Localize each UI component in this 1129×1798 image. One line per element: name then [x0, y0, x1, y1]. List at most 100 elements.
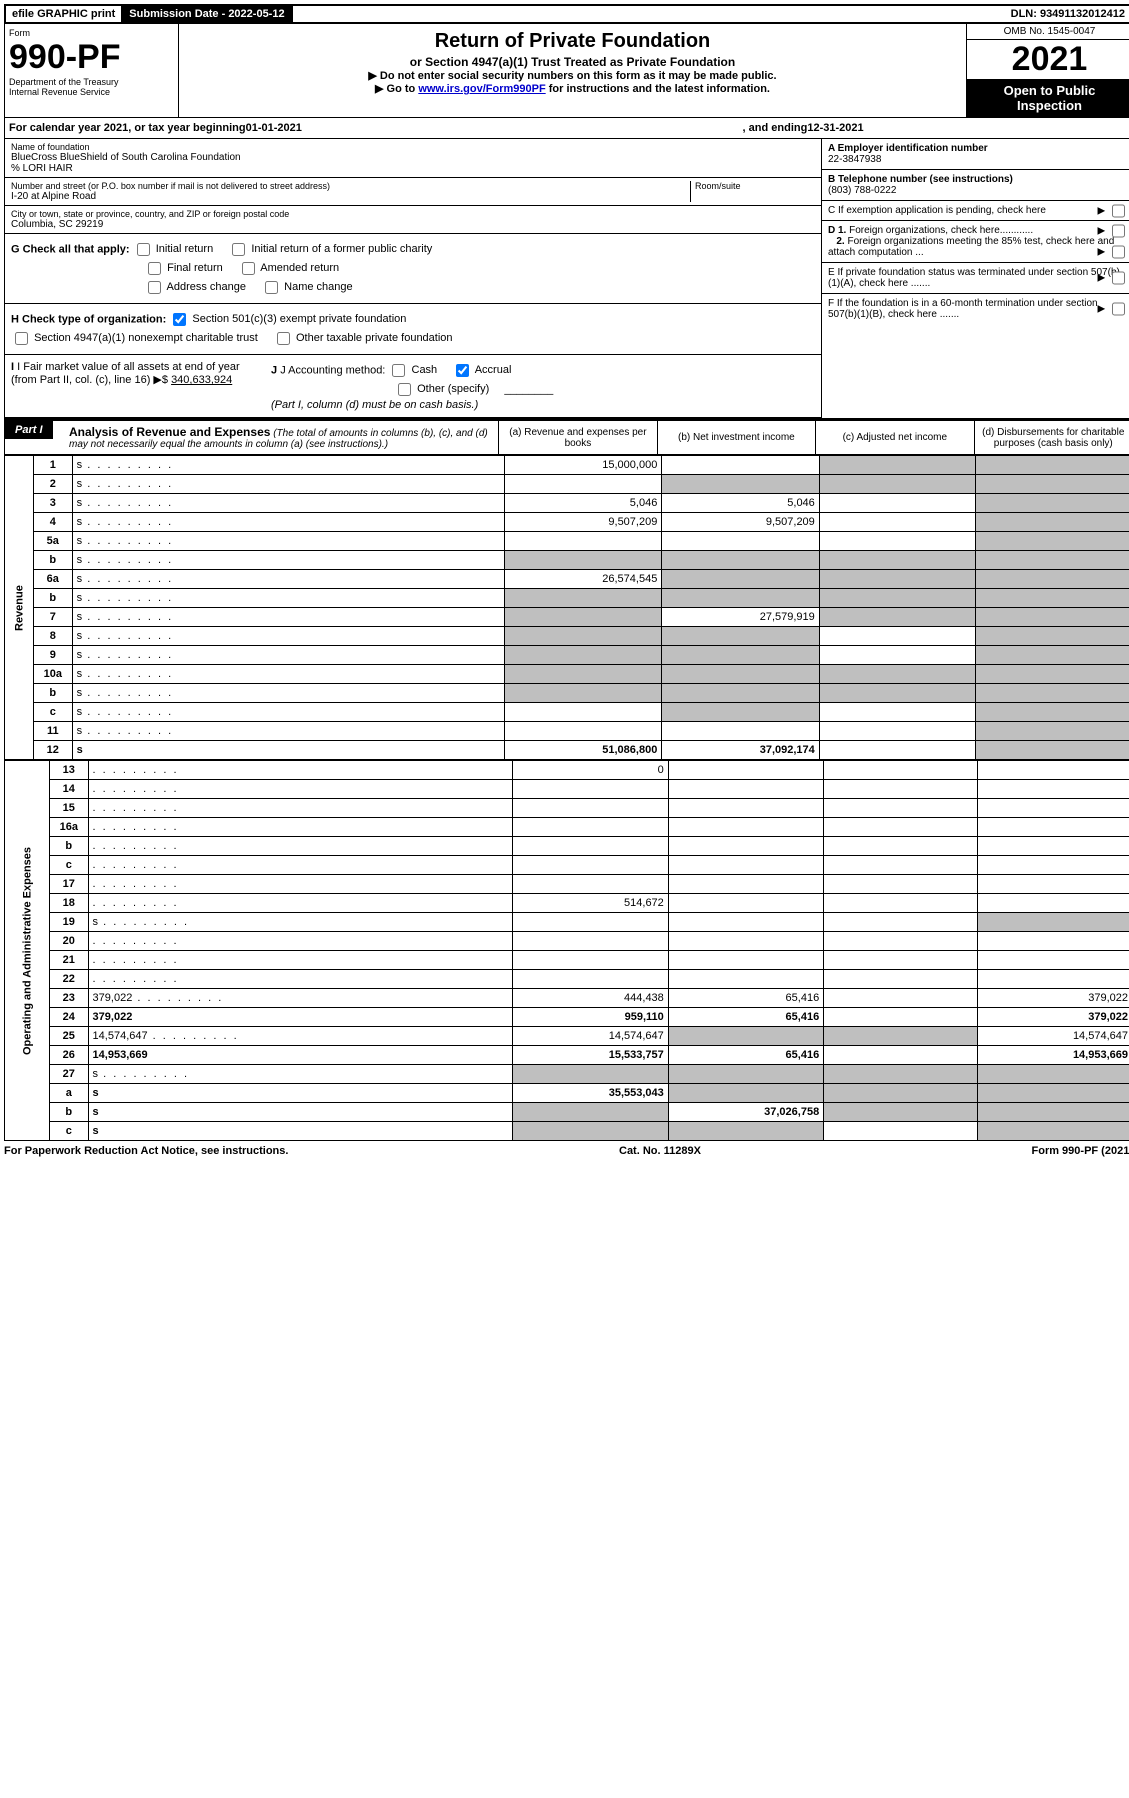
- header-right: OMB No. 1545-0047 2021 Open to Public In…: [966, 24, 1129, 117]
- address-row: Number and street (or P.O. box number if…: [5, 178, 821, 206]
- d2-check[interactable]: ▶: [1098, 242, 1128, 261]
- cell-value: [513, 837, 668, 856]
- line-number: b: [50, 837, 89, 856]
- entity-left: Name of foundation BlueCross BlueShield …: [5, 139, 821, 418]
- e-check[interactable]: ▶: [1098, 269, 1128, 288]
- cell-shaded: [976, 456, 1129, 475]
- cell-value: [819, 494, 976, 513]
- cell-value: 379,022: [977, 989, 1129, 1008]
- table-row: 6as26,574,545: [5, 570, 1129, 589]
- cell-value: [819, 741, 976, 760]
- cell-shaded: [662, 646, 819, 665]
- cell-value: [668, 875, 823, 894]
- line-number: 24: [50, 1008, 89, 1027]
- chk-accrual[interactable]: Accrual: [452, 364, 511, 376]
- f-check[interactable]: ▶: [1098, 300, 1128, 319]
- table-row: 4s9,507,2099,507,209: [5, 513, 1129, 532]
- cell-value: [513, 818, 668, 837]
- table-row: as35,553,043: [5, 1084, 1129, 1103]
- cell-shaded: [976, 703, 1129, 722]
- line-number: b: [33, 551, 72, 570]
- cell-value: [977, 875, 1129, 894]
- cell-value: [513, 951, 668, 970]
- cell-value: 444,438: [513, 989, 668, 1008]
- cell-value: [977, 818, 1129, 837]
- c-check[interactable]: ▶: [1098, 201, 1128, 220]
- table-row: c: [5, 856, 1129, 875]
- cell-shaded: [504, 551, 661, 570]
- d-box: D 1. D 1. Foreign organizations, check h…: [822, 221, 1129, 263]
- chk-amended[interactable]: Amended return: [238, 262, 339, 274]
- line-desc: [88, 894, 513, 913]
- cell-value: [819, 703, 976, 722]
- cell-value: 0: [513, 761, 668, 780]
- cell-value: 15,533,757: [513, 1046, 668, 1065]
- chk-other-taxable[interactable]: Other taxable private foundation: [273, 332, 453, 344]
- line-number: 1: [33, 456, 72, 475]
- table-row: cs: [5, 1122, 1129, 1141]
- line-desc: s: [88, 1103, 513, 1122]
- col-a-hdr: (a) Revenue and expenses per books: [499, 421, 656, 454]
- cell-value: [977, 970, 1129, 989]
- chk-initial-former[interactable]: Initial return of a former public charit…: [228, 243, 432, 255]
- d1-check[interactable]: ▶: [1098, 222, 1128, 241]
- expenses-table: Operating and Administrative Expenses130…: [4, 760, 1129, 1141]
- cell-value: [819, 532, 976, 551]
- cell-value: [513, 856, 668, 875]
- cell-value: [819, 513, 976, 532]
- revenue-table: Revenue1s15,000,0002s3s5,0465,0464s9,507…: [4, 455, 1129, 760]
- cell-shaded: [668, 1122, 823, 1141]
- street-address: I-20 at Alpine Road: [11, 191, 690, 202]
- line-desc: s: [72, 646, 504, 665]
- foundation-name: BlueCross BlueShield of South Carolina F…: [11, 152, 815, 163]
- part-label: Part I: [5, 421, 53, 439]
- cell-shaded: [977, 1084, 1129, 1103]
- cell-value: [513, 932, 668, 951]
- table-row: 12s51,086,80037,092,174: [5, 741, 1129, 760]
- table-row: 3s5,0465,046: [5, 494, 1129, 513]
- note-link: ▶ Go to www.irs.gov/Form990PF for instru…: [183, 82, 962, 95]
- tax-year: 2021: [967, 40, 1129, 79]
- chk-other-method[interactable]: Other (specify): [394, 383, 489, 395]
- chk-501c3[interactable]: Section 501(c)(3) exempt private foundat…: [169, 313, 406, 325]
- table-row: 2514,574,64714,574,64714,574,647: [5, 1027, 1129, 1046]
- chk-4947[interactable]: Section 4947(a)(1) nonexempt charitable …: [11, 332, 258, 344]
- entity-info: Name of foundation BlueCross BlueShield …: [4, 139, 1129, 419]
- city-state-zip: Columbia, SC 29219: [11, 219, 815, 230]
- chk-cash[interactable]: Cash: [388, 364, 437, 376]
- chk-name[interactable]: Name change: [261, 281, 353, 293]
- efile-label[interactable]: efile GRAPHIC print: [6, 6, 123, 22]
- cell-shaded: [662, 475, 819, 494]
- cell-shaded: [977, 1122, 1129, 1141]
- omb-no: OMB No. 1545-0047: [967, 24, 1129, 40]
- table-row: 5as: [5, 532, 1129, 551]
- chk-initial[interactable]: Initial return: [133, 243, 214, 255]
- irs-link[interactable]: www.irs.gov/Form990PF: [418, 83, 545, 95]
- cell-value: [662, 722, 819, 741]
- cell-value: [819, 646, 976, 665]
- line-number: 19: [50, 913, 89, 932]
- cell-shaded: [819, 608, 976, 627]
- cell-shaded: [819, 570, 976, 589]
- g-checks: G Check all that apply: Initial return I…: [5, 234, 821, 304]
- chk-final[interactable]: Final return: [144, 262, 223, 274]
- table-row: 11s: [5, 722, 1129, 741]
- cell-value: 37,092,174: [662, 741, 819, 760]
- cell-shaded: [668, 1027, 823, 1046]
- dept: Department of the Treasury: [9, 77, 174, 87]
- top-bar: efile GRAPHIC print Submission Date - 20…: [4, 4, 1129, 24]
- cell-value: [977, 761, 1129, 780]
- table-row: 18514,672: [5, 894, 1129, 913]
- cell-shaded: [976, 665, 1129, 684]
- line-number: 13: [50, 761, 89, 780]
- cell-value: 27,579,919: [662, 608, 819, 627]
- line-number: 7: [33, 608, 72, 627]
- cell-value: [668, 932, 823, 951]
- cell-shaded: [976, 722, 1129, 741]
- line-desc: s: [72, 513, 504, 532]
- cell-value: [824, 780, 977, 799]
- c-box: C If exemption application is pending, c…: [822, 201, 1129, 221]
- table-row: Operating and Administrative Expenses130: [5, 761, 1129, 780]
- line-desc: [88, 856, 513, 875]
- chk-address[interactable]: Address change: [144, 281, 246, 293]
